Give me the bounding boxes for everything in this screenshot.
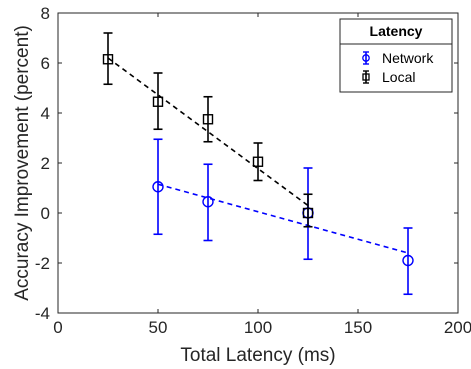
x-tick-label: 200 <box>444 318 471 337</box>
network-point <box>402 254 414 267</box>
legend-title: Latency <box>370 23 423 39</box>
x-tick-label: 50 <box>149 318 168 337</box>
x-tick-label: 150 <box>344 318 372 337</box>
network-fit-line <box>157 183 409 254</box>
legend-network-marker <box>362 54 370 62</box>
network-point <box>152 181 164 193</box>
local-point <box>152 96 164 107</box>
legend-network-label: Network <box>382 50 434 66</box>
y-tick-label: 8 <box>41 4 50 23</box>
legend-local-marker <box>362 73 370 81</box>
y-tick-label: 4 <box>41 104 50 123</box>
y-tick-label: 0 <box>41 204 50 223</box>
x-tick-label: 0 <box>53 318 62 337</box>
local-point <box>202 114 214 125</box>
local-point <box>252 156 264 167</box>
y-tick-label: -2 <box>35 254 50 273</box>
local-fit-line <box>107 57 309 207</box>
local-point <box>302 207 314 219</box>
legend-box <box>339 18 453 93</box>
legend-local-label: Local <box>382 69 415 85</box>
local-point <box>102 54 114 65</box>
y-tick-label: -4 <box>35 304 50 323</box>
x-tick-label: 100 <box>244 318 272 337</box>
x-axis-title: Total Latency (ms) <box>180 345 335 366</box>
y-axis-title: Accuracy Improvement (percent) <box>12 25 33 301</box>
y-tick-label: 6 <box>41 54 50 73</box>
y-tick-label: 2 <box>41 154 50 173</box>
network-point <box>202 196 214 208</box>
